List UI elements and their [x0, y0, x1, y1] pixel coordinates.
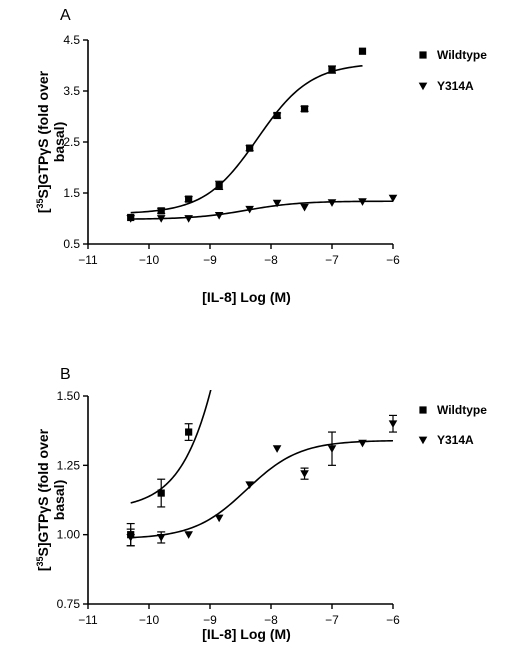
data-point [388, 420, 398, 428]
data-point [388, 194, 398, 203]
fit-curve [130, 390, 212, 504]
data-point [184, 215, 193, 223]
y-tick-label: 1.50 [57, 389, 81, 403]
x-tick-label: −10 [139, 253, 160, 267]
data-point [214, 514, 224, 523]
data-point [358, 47, 367, 55]
x-tick-label: −10 [139, 613, 160, 627]
legend-marker [419, 406, 427, 414]
data-point [358, 439, 367, 448]
x-tick-label: −8 [264, 613, 278, 627]
y-tick-label: 2.5 [63, 135, 80, 149]
x-tick-label: −6 [386, 613, 400, 627]
x-tick-label: −7 [325, 613, 339, 627]
data-point [246, 144, 254, 152]
legend-label: Wildtype [437, 403, 487, 417]
y-axis-label-superscript: 35 [35, 556, 45, 566]
series-wildtype [127, 47, 367, 222]
data-point [328, 65, 336, 74]
y-axis-label: [35S]GTPγS (fold overbasal) [35, 428, 67, 571]
legend-marker [418, 436, 428, 445]
x-tick-label: −6 [386, 253, 400, 267]
chart-panel-b: B −11 −10 −9 −8 −7 −6 0.75 1.00 1.25 1.50 [IL-8] Lo… [35, 366, 487, 642]
x-tick-label: −9 [203, 613, 217, 627]
data-point [300, 203, 309, 212]
y-tick-label: 3.5 [63, 84, 80, 98]
data-point [126, 215, 135, 223]
y-axis-label-part: S]GTPγS (fold over [35, 428, 51, 556]
data-point [245, 481, 254, 489]
data-point [245, 205, 254, 214]
x-tick-label: −7 [325, 253, 339, 267]
y-tick-label: 0.75 [57, 597, 81, 611]
panel-label: A [60, 7, 71, 24]
fit-curve [130, 200, 394, 220]
y-axis-label-superscript: 35 [35, 198, 45, 208]
data-point [300, 470, 309, 478]
x-tick-label: −11 [78, 613, 98, 627]
series-y314a [126, 194, 398, 223]
y-tick-label: 0.5 [63, 237, 80, 251]
y-tick-label: 1.25 [57, 458, 81, 472]
series-y314a [126, 414, 398, 547]
legend-label: Wildtype [437, 48, 487, 62]
x-tick-label: −8 [264, 253, 278, 267]
y-axis-label-part: basal) [51, 122, 67, 162]
data-point [300, 105, 309, 113]
y-axis-label-part: [ [35, 208, 51, 213]
data-point [157, 207, 165, 215]
legend-label: Y314A [437, 433, 474, 447]
y-axis-label: [35S]GTPγS (fold overbasal) [35, 70, 67, 213]
legend-marker [418, 82, 428, 91]
data-point [157, 489, 165, 497]
data-point [358, 198, 367, 206]
data-point [156, 534, 166, 542]
legend-marker [419, 51, 427, 59]
data-point [327, 445, 337, 453]
data-point [184, 531, 193, 539]
data-point [273, 111, 281, 120]
x-tick-label: −9 [203, 253, 217, 267]
y-axis-label-part: S]GTPγS (fold over [35, 70, 51, 198]
data-point [272, 445, 282, 453]
data-point [272, 199, 282, 208]
y-tick-label: 1.5 [63, 186, 80, 200]
panel-label: B [60, 366, 71, 383]
x-tick-label: −11 [78, 253, 98, 267]
data-point [156, 215, 166, 223]
data-point [126, 534, 135, 542]
data-point [327, 199, 337, 207]
chart-panel-a: A −11 −10 −9 −8 −7 −6 0.5 1.5 2.5 3.5 4.5 [IL-8] Log… [35, 7, 487, 305]
y-tick-label: 1.00 [57, 528, 81, 542]
fit-curve [130, 439, 394, 539]
y-axis-label-part: [ [35, 566, 51, 571]
y-tick-label: 4.5 [63, 33, 80, 47]
data-point [214, 212, 224, 220]
series-wildtype [126, 390, 212, 547]
x-axis-label: [IL-8] Log (M) [202, 289, 291, 305]
data-point [185, 195, 193, 203]
y-axis-label-part: basal) [51, 480, 67, 520]
data-point [185, 428, 193, 436]
legend-label: Y314A [437, 79, 474, 93]
fit-curve [130, 64, 363, 214]
x-axis-label: [IL-8] Log (M) [202, 626, 291, 642]
data-point [215, 181, 223, 189]
